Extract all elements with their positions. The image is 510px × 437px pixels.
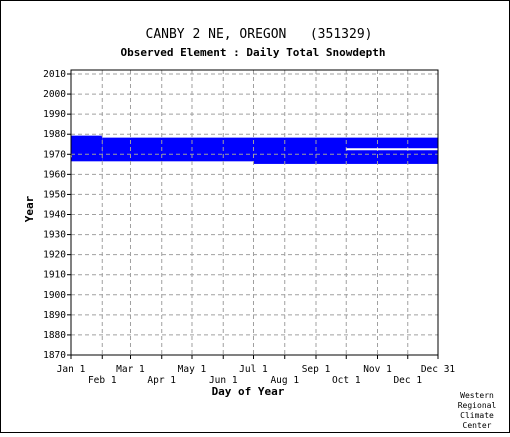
snowdepth-block-3	[253, 137, 438, 164]
y-tick-label: 2000	[43, 89, 66, 100]
y-tick-label: 1880	[43, 330, 66, 341]
credit-line: Regional	[458, 401, 497, 410]
grid-lines	[71, 70, 438, 356]
y-tick-label: 1900	[43, 290, 66, 301]
x-tick-label: Jun 1	[209, 375, 238, 386]
x-tick-label: Dec 31	[421, 364, 456, 375]
credit-line: Center	[463, 421, 492, 430]
x-tick-label: Apr 1	[147, 375, 176, 386]
x-tick-label: Jul 1	[239, 364, 268, 375]
y-tick-label: 1940	[43, 210, 66, 221]
credit-line: Climate	[460, 411, 494, 420]
y-tick-label: 1910	[43, 270, 66, 281]
chart-subtitle: Observed Element : Daily Total Snowdepth	[121, 46, 386, 59]
chart-title: CANBY 2 NE, OREGON (351329)	[146, 27, 373, 42]
x-tick-label: Nov 1	[363, 364, 392, 375]
x-tick-label: Dec 1	[393, 375, 422, 386]
y-tick-label: 1980	[43, 129, 66, 140]
y-tick-label: 1970	[43, 149, 66, 160]
x-tick-label: Oct 1	[332, 375, 361, 386]
snowdepth-block-2	[102, 137, 254, 162]
y-tick-label: 1960	[43, 169, 66, 180]
x-tick-label: May 1	[178, 364, 207, 375]
data-layer	[71, 135, 438, 164]
y-tick-label: 1890	[43, 310, 66, 321]
credit-line: Western	[460, 391, 494, 400]
y-tick-label: 1930	[43, 230, 66, 241]
y-tick-labels: 1870 1880 1890 1900 1910 1920 1930 1940 1950 1960…	[43, 69, 66, 361]
tick-marks	[67, 73, 439, 359]
plot-border	[70, 69, 439, 356]
x-tick-labels: Jan 1 Mar 1 May 1 Jul 1 Sep 1 Nov 1 Dec 31 Feb …	[57, 364, 456, 386]
y-tick-label: 1870	[43, 350, 66, 361]
x-tick-label: Feb 1	[88, 375, 117, 386]
y-tick-label: 2010	[43, 69, 66, 80]
x-tick-label: Mar 1	[116, 364, 145, 375]
y-tick-label: 1990	[43, 109, 66, 120]
y-tick-label: 1920	[43, 250, 66, 261]
snowdepth-block-1	[71, 135, 103, 162]
y-axis-label: Year	[23, 195, 36, 222]
y-tick-label: 1950	[43, 189, 66, 200]
x-tick-label: Aug 1	[270, 375, 299, 386]
x-axis-label: Day of Year	[212, 385, 285, 398]
x-tick-label: Jan 1	[57, 364, 86, 375]
x-tick-label: Sep 1	[302, 364, 331, 375]
